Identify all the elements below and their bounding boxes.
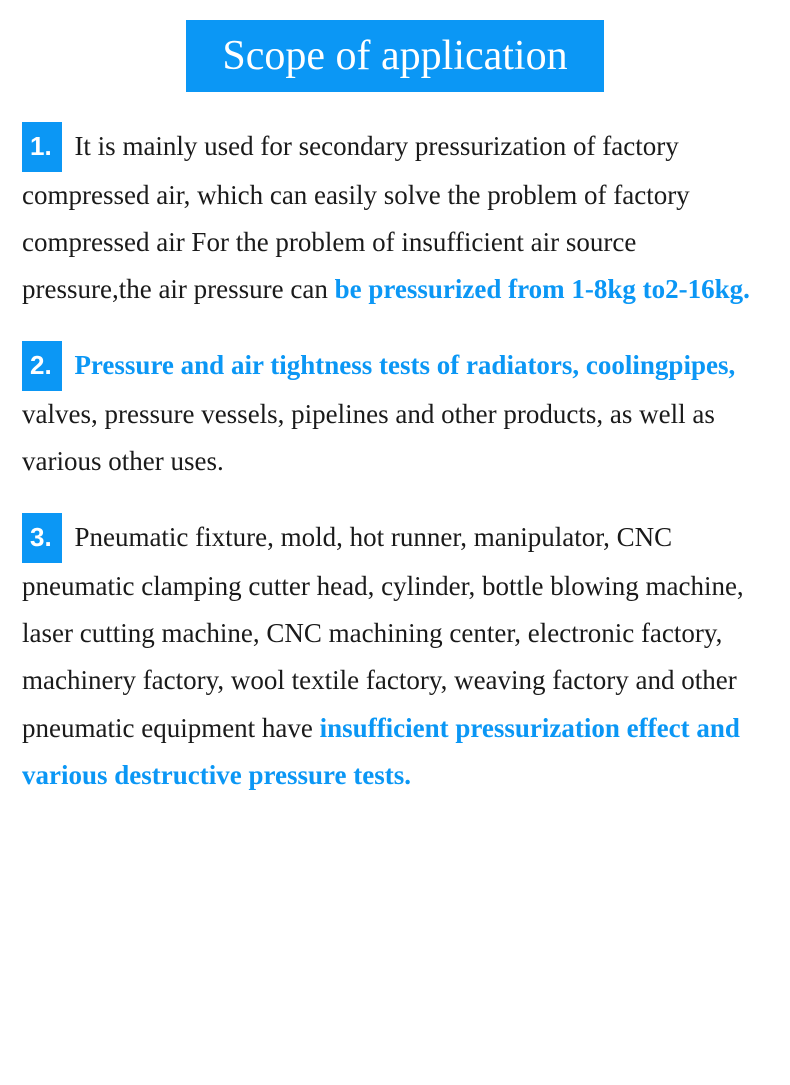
item-text-highlight: Pressure and air tightness tests of radi… [74,350,735,380]
item-text-post: valves, pressure vessels, pipelines and … [22,399,715,476]
list-item: 3. Pneumatic fixture, mold, hot runner, … [22,513,768,799]
item-number-badge: 3. [22,513,62,563]
list-item: 1. It is mainly used for secondary press… [22,122,768,313]
item-text-pre: Pneumatic fixture, mold, hot runner, man… [22,522,744,742]
item-text-highlight: be pressurized from 1-8kg to2-16kg. [335,274,750,304]
page-title: Scope of application [186,20,603,92]
item-number-badge: 2. [22,341,62,391]
item-number-badge: 1. [22,122,62,172]
list-item: 2. Pressure and air tightness tests of r… [22,341,768,485]
